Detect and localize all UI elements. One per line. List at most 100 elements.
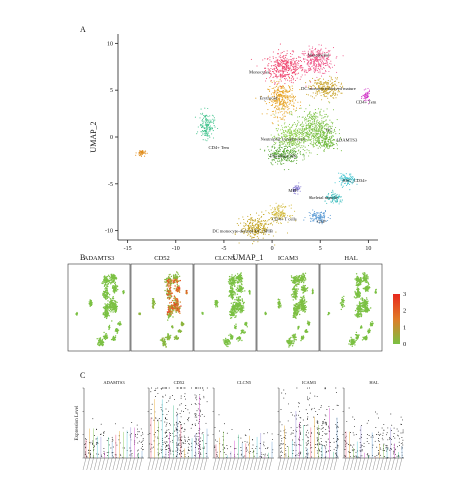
feature-point [165, 337, 166, 338]
umap-point [273, 65, 274, 66]
umap-point [291, 135, 292, 136]
umap-point [250, 218, 251, 219]
umap-point [292, 86, 293, 87]
umap-point [275, 162, 276, 163]
umap-point [369, 93, 370, 94]
umap-point [317, 145, 318, 146]
umap-point [285, 214, 286, 215]
umap-point [257, 241, 258, 242]
umap-point [237, 223, 238, 224]
umap-point [311, 66, 312, 67]
feature-point [110, 301, 111, 302]
feature-point [106, 318, 107, 319]
feature-point [115, 312, 116, 313]
umap-point [289, 128, 290, 129]
umap-point [302, 70, 303, 71]
umap-point [295, 110, 296, 111]
umap-point [323, 212, 324, 213]
umap-point [281, 101, 282, 102]
feature-point [165, 341, 166, 342]
feature-point [113, 296, 114, 297]
umap-point [293, 78, 294, 79]
umap-point [304, 129, 305, 130]
umap-point [304, 128, 305, 129]
feature-point [106, 312, 107, 313]
umap-point [279, 108, 280, 109]
feature-point [99, 344, 100, 345]
umap-point [258, 215, 259, 216]
feature-point [228, 281, 229, 282]
umap-point [292, 148, 293, 149]
umap-point [284, 159, 285, 160]
umap-point [318, 129, 319, 130]
umap-point [293, 98, 294, 99]
umap-point [261, 212, 262, 213]
umap-point [201, 120, 202, 121]
umap-point [274, 144, 275, 145]
umap-point [318, 108, 319, 109]
umap-point [276, 68, 277, 69]
umap-point [324, 138, 325, 139]
umap-point [145, 150, 146, 151]
umap-point [318, 61, 319, 62]
umap-point [271, 65, 272, 66]
umap-point [317, 124, 318, 125]
umap-point [287, 80, 288, 81]
umap-point [321, 92, 322, 93]
umap-point [271, 134, 272, 135]
umap-point [302, 159, 303, 160]
umap-point [289, 80, 290, 81]
umap-point [201, 125, 202, 126]
umap-point [280, 129, 281, 130]
umap-point [300, 154, 301, 155]
umap-point [278, 71, 279, 72]
feature-point [100, 337, 101, 338]
umap-point [291, 96, 292, 97]
umap-point [212, 119, 213, 120]
umap-point [278, 96, 279, 97]
feature-plot: CD52 [131, 255, 193, 351]
umap-point [278, 62, 279, 63]
umap-point [262, 113, 263, 114]
umap-point [326, 146, 327, 147]
umap-point [279, 148, 280, 149]
umap-cluster-label: Skeletal muscle [309, 195, 338, 200]
umap-point [282, 106, 283, 107]
umap-point [276, 93, 277, 94]
umap-point [294, 150, 295, 151]
umap-point [364, 96, 365, 97]
umap-point [309, 135, 310, 136]
umap-point [319, 129, 320, 130]
umap-point [289, 86, 290, 87]
umap-cluster-label: ADAMTS3 [336, 138, 358, 143]
umap-point [328, 80, 329, 81]
umap-point [310, 213, 311, 214]
umap-point [297, 153, 298, 154]
umap-point [310, 64, 311, 65]
umap-point [273, 93, 274, 94]
umap-point [314, 211, 315, 212]
umap-point [271, 101, 272, 102]
umap-point [306, 133, 307, 134]
umap-point [279, 142, 280, 143]
umap-point [277, 53, 278, 54]
umap-point [342, 199, 343, 200]
umap-point [315, 49, 316, 50]
umap-point [313, 65, 314, 66]
umap-point [283, 214, 284, 215]
umap-point [286, 92, 287, 93]
umap-point [280, 75, 281, 76]
umap-point [297, 133, 298, 134]
feature-point [163, 340, 164, 341]
umap-point [212, 115, 213, 116]
umap-point [142, 151, 143, 152]
umap-point [140, 154, 141, 155]
umap-point [304, 71, 305, 72]
umap-point [268, 224, 269, 225]
umap-point [207, 138, 208, 139]
umap-point [274, 142, 275, 143]
umap-point [304, 59, 305, 60]
umap-point [341, 185, 342, 186]
umap-point [343, 186, 344, 187]
umap-point [261, 216, 262, 217]
